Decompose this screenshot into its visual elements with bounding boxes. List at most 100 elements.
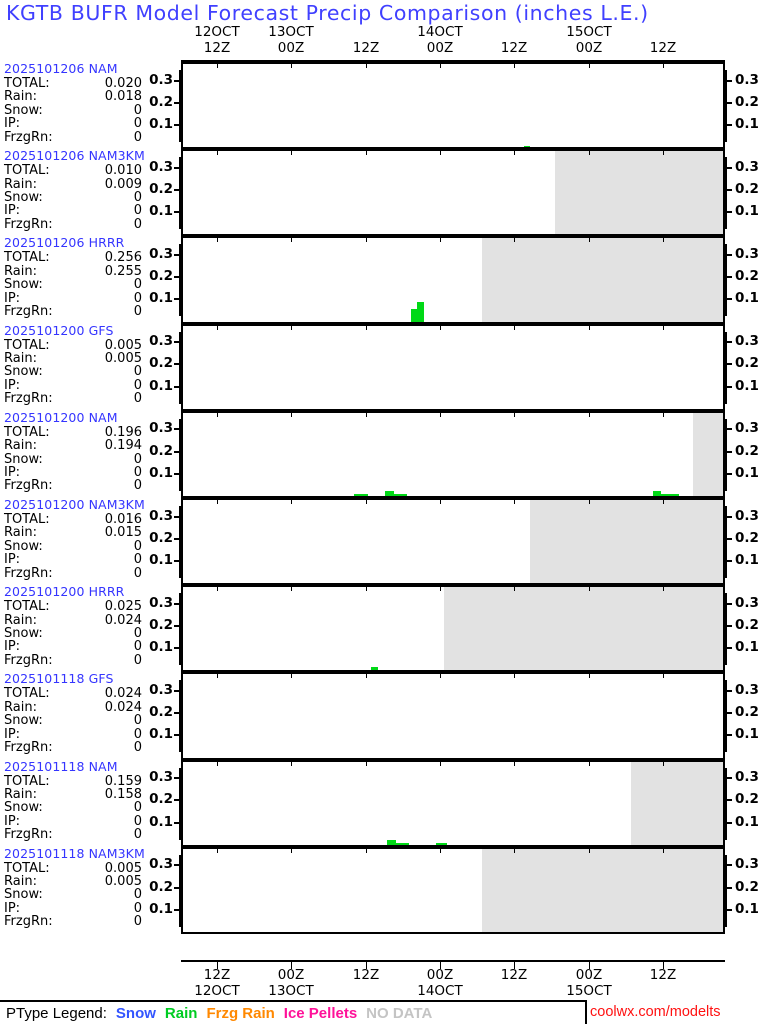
y-axis-tick bbox=[725, 734, 732, 737]
y-axis-tick bbox=[174, 886, 181, 889]
panel-stat-key: IP: bbox=[4, 377, 21, 393]
y-axis-tick-label: 0.1 bbox=[735, 639, 759, 656]
panel-stat-key: Snow: bbox=[4, 887, 43, 903]
panel-stat-row: Rain: 0.009 bbox=[4, 177, 142, 192]
panel-stat-key: FrzgRn: bbox=[4, 129, 53, 145]
attribution-link[interactable]: coolwx.com/modelts bbox=[590, 1004, 721, 1020]
plot-top-tick bbox=[440, 238, 441, 243]
y-axis-tick-label: 0.1 bbox=[735, 290, 759, 307]
bottom-axis-hour-label: 12Z bbox=[352, 967, 380, 983]
panel-stat-value: 0 bbox=[133, 800, 142, 816]
panel-stat-row: IP: 0 bbox=[4, 814, 142, 829]
y-axis-right: 0.3 0.2 0.1 bbox=[725, 760, 768, 847]
top-axis-date-label: 15OCT bbox=[566, 24, 612, 40]
panel-stat-value: 0 bbox=[133, 364, 142, 380]
panel-stat-row: FrzgRn: 0 bbox=[4, 739, 142, 755]
panel-stat-row: TOTAL: 0.024 bbox=[4, 686, 142, 702]
panel-info-block: 2025101118 NAM3KM TOTAL: 0.005 Rain: 0.005 Sn… bbox=[2, 845, 145, 934]
y-axis-left: 0.3 0.2 0.1 bbox=[142, 62, 181, 149]
y-axis-tick bbox=[174, 341, 181, 344]
panel-stat-value: 0.194 bbox=[104, 438, 142, 454]
y-axis-tick-label: 0.2 bbox=[149, 181, 173, 197]
panel-info-block: 2025101206 NAM TOTAL: 0.020 Rain: 0.018 Snow:… bbox=[2, 61, 142, 149]
y-axis-tick bbox=[174, 276, 181, 279]
panel-stat-row: Rain: 0.005 bbox=[4, 350, 142, 366]
panel-stat-row: TOTAL: 0.196 bbox=[4, 424, 142, 440]
panel-info-block: 2025101206 HRRR TOTAL: 0.256 Rain: 0.255 Snow… bbox=[2, 235, 142, 323]
y-axis-tick-label: 0.2 bbox=[735, 791, 759, 808]
panel-info-block: 2025101200 NAM3KM TOTAL: 0.016 Rain: 0.015 Sn… bbox=[2, 496, 145, 585]
panel-stat-row: TOTAL: 0.005 bbox=[4, 338, 142, 353]
bottom-axis-tick bbox=[217, 961, 218, 969]
y-axis-tick bbox=[725, 515, 732, 518]
model-run-label[interactable]: 2025101118 NAM bbox=[4, 758, 118, 774]
model-run-label[interactable]: 2025101206 HRRR bbox=[4, 235, 125, 251]
plot-top-tick bbox=[663, 674, 664, 679]
model-run-label[interactable]: 2025101206 NAM bbox=[4, 61, 118, 76]
panel-stat-key: Rain: bbox=[4, 350, 37, 366]
y-axis-tick-label: 0.3 bbox=[149, 681, 173, 698]
panel-stat-value: 0.024 bbox=[104, 686, 142, 702]
panel-stat-key: TOTAL: bbox=[4, 424, 50, 440]
panel-stat-key: FrzgRn: bbox=[4, 914, 53, 930]
y-axis-left: 0.3 0.2 0.1 bbox=[142, 760, 181, 847]
y-axis-tick bbox=[174, 864, 181, 867]
plot-top-tick bbox=[217, 499, 218, 504]
plot-top-tick bbox=[589, 848, 590, 853]
panel-stat-row: TOTAL: 0.020 bbox=[4, 76, 142, 91]
bottom-time-axis: 12Z 00Z 12Z 00Z 12Z 00Z 12Z 12OCT 13OCT 14OCT 15OC… bbox=[0, 960, 768, 1002]
y-axis-tick-label: 0.1 bbox=[735, 726, 759, 743]
model-run-label[interactable]: 2025101118 NAM3KM bbox=[4, 845, 145, 861]
bottom-axis-tick bbox=[514, 961, 515, 969]
model-run-label[interactable]: 2025101118 GFS bbox=[4, 671, 114, 687]
bottom-axis-hour-label: 00Z bbox=[277, 967, 305, 983]
model-panel-stack: 2025101206 NAM TOTAL: 0.020 Rain: 0.018 Snow:… bbox=[0, 61, 768, 934]
panel-plot-area bbox=[181, 62, 725, 150]
model-run-label[interactable]: 2025101206 NAM3KM bbox=[4, 148, 145, 164]
panel-info-block: 2025101200 NAM TOTAL: 0.196 Rain: 0.194 Snow:… bbox=[2, 409, 142, 498]
y-axis-tick-label: 0.2 bbox=[735, 93, 759, 110]
model-run-label[interactable]: 2025101200 GFS bbox=[4, 322, 114, 338]
y-axis-spine bbox=[179, 157, 181, 230]
panel-stat-value: 0 bbox=[133, 552, 142, 568]
y-axis-tick-label: 0.3 bbox=[149, 856, 173, 873]
plot-top-tick bbox=[366, 848, 367, 853]
y-axis-tick-label: 0.3 bbox=[149, 594, 173, 611]
panel-stat-key: TOTAL: bbox=[4, 773, 50, 789]
panel-stat-row: Rain: 0.018 bbox=[4, 89, 142, 104]
panel-stat-key: FrzgRn: bbox=[4, 739, 53, 755]
precip-bar-rain bbox=[387, 839, 396, 845]
y-axis-tick bbox=[725, 821, 732, 824]
plot-top-tick bbox=[217, 412, 218, 417]
model-run-label[interactable]: 2025101200 NAM bbox=[4, 409, 118, 425]
plot-top-tick bbox=[291, 848, 292, 853]
precip-bar-rain bbox=[394, 493, 407, 496]
model-panel: 2025101118 NAM TOTAL: 0.159 Rain: 0.158 Snow:… bbox=[0, 758, 768, 847]
plot-top-tick bbox=[366, 412, 367, 417]
y-axis-tick bbox=[174, 101, 181, 104]
y-axis-tick bbox=[174, 363, 181, 366]
y-axis-tick bbox=[174, 624, 181, 627]
y-axis-tick bbox=[174, 821, 181, 824]
panel-stat-value: 0 bbox=[133, 900, 142, 916]
panel-stat-value: 0 bbox=[133, 538, 142, 554]
panel-stat-row: FrzgRn: 0 bbox=[4, 827, 142, 842]
y-axis-tick bbox=[174, 472, 181, 475]
y-axis-tick bbox=[725, 385, 732, 388]
y-axis-left: 0.3 0.2 0.1 bbox=[142, 149, 181, 236]
panel-stat-value: 0 bbox=[133, 216, 142, 232]
y-axis-tick-label: 0.1 bbox=[149, 551, 173, 568]
y-axis-tick bbox=[174, 166, 181, 169]
y-axis-left: 0.3 0.2 0.1 bbox=[142, 672, 181, 759]
y-axis-tick-label: 0.2 bbox=[149, 529, 173, 546]
plot-top-tick bbox=[440, 412, 441, 417]
panel-stat-row: IP: 0 bbox=[4, 900, 142, 916]
plot-top-tick bbox=[217, 761, 218, 766]
plot-top-tick bbox=[440, 848, 441, 853]
model-run-label[interactable]: 2025101200 NAM3KM bbox=[4, 496, 145, 512]
panel-stat-key: Snow: bbox=[4, 625, 43, 641]
y-axis-tick-label: 0.2 bbox=[735, 355, 759, 372]
model-panel: 2025101200 GFS TOTAL: 0.005 Rain: 0.005 Snow:… bbox=[0, 322, 768, 411]
model-run-label[interactable]: 2025101200 HRRR bbox=[4, 584, 125, 600]
